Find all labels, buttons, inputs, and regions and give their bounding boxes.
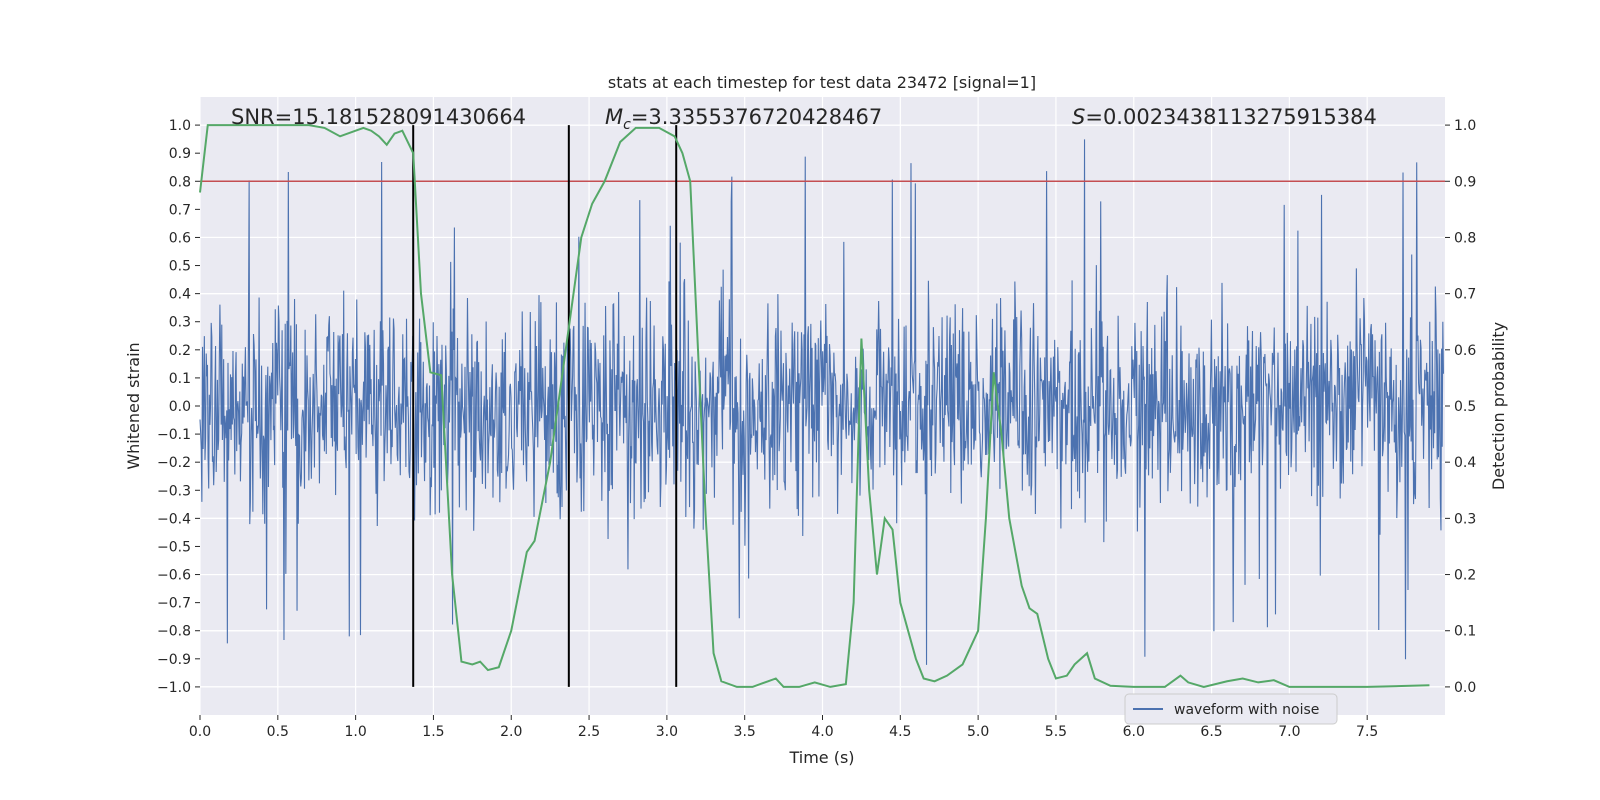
chirp-mass-subscript: c — [623, 117, 631, 133]
y-tick-label: 0.7 — [169, 202, 191, 218]
y2-tick-label: 0.8 — [1454, 230, 1476, 246]
x-tick-label: 3.5 — [734, 724, 756, 740]
x-tick-label: 1.0 — [344, 724, 366, 740]
x-tick-label: 0.0 — [189, 724, 211, 740]
x-tick-label: 5.5 — [1045, 724, 1067, 740]
y-axis-left: −1.0 −0.9 −0.8 −0.7 −0.6 −0.5 −0.4 −0.3 −0.2 −0.1… — [157, 118, 200, 696]
y-tick-label: −0.7 — [157, 596, 191, 612]
legend-box — [1124, 693, 1338, 725]
y-tick-label: 0.2 — [169, 343, 191, 359]
y-tick-label: −0.6 — [157, 568, 191, 584]
x-axis: 0.0 0.5 1.0 1.5 2.0 2.5 3.0 3.5 4.0 4.5 5.0 5.5 6.0 6… — [189, 715, 1378, 740]
x-tick-label: 1.5 — [422, 724, 444, 740]
y2-tick-label: 0.5 — [1454, 399, 1476, 415]
y2-tick-label: 0.9 — [1454, 174, 1476, 190]
y2-tick-label: 0.2 — [1454, 568, 1476, 584]
x-tick-label: 7.0 — [1278, 724, 1300, 740]
s-annotation: S=0.0023438113275915384 — [1072, 105, 1377, 129]
y-tick-label: −0.9 — [157, 652, 191, 668]
snr-annotation: SNR=15.181528091430664 — [231, 105, 526, 129]
y-tick-label: −0.2 — [157, 455, 191, 471]
s-symbol: S — [1072, 105, 1085, 129]
x-tick-label: 5.0 — [967, 724, 989, 740]
x-tick-label: 4.0 — [811, 724, 833, 740]
x-tick-label: 4.5 — [889, 724, 911, 740]
legend: waveform with noise — [1124, 693, 1338, 725]
legend-label: waveform with noise — [1174, 702, 1319, 718]
y-tick-label: 0.3 — [169, 315, 191, 331]
y2-tick-label: 1.0 — [1454, 118, 1476, 134]
y-tick-label: −0.3 — [157, 483, 191, 499]
s-value: =0.0023438113275915384 — [1085, 105, 1377, 129]
y-tick-label: 0.8 — [169, 174, 191, 190]
chart-title: stats at each timestep for test data 234… — [608, 73, 1036, 92]
x-tick-label: 6.5 — [1200, 724, 1222, 740]
y-tick-label: −0.4 — [157, 511, 191, 527]
vertical-markers — [412, 125, 678, 687]
x-tick-label: 2.5 — [578, 724, 600, 740]
y-axis-right: 0.0 0.1 0.2 0.3 0.4 0.5 0.6 0.7 0.8 0.9 1.0 — [1445, 118, 1476, 696]
y-tick-label: −1.0 — [157, 680, 191, 696]
y2-tick-label: 0.0 — [1454, 680, 1476, 696]
detection-probability-line — [199, 124, 1430, 688]
y-axis-label: Whitened strain — [124, 342, 143, 469]
y-tick-label: 0.6 — [169, 230, 191, 246]
x-tick-label: 7.5 — [1356, 724, 1378, 740]
y2-tick-label: 0.6 — [1454, 343, 1476, 359]
y2-axis-label: Detection probability — [1489, 322, 1508, 490]
y-tick-label: 0.4 — [169, 287, 191, 303]
chirp-mass-annotation: Mc=3.3355376720428467 — [605, 105, 882, 133]
y2-tick-label: 0.4 — [1454, 455, 1476, 471]
x-axis-label: Time (s) — [788, 748, 854, 767]
y-tick-label: −0.1 — [157, 427, 191, 443]
y-tick-label: 0.9 — [169, 146, 191, 162]
y-tick-label: 1.0 — [169, 118, 191, 134]
y-tick-label: −0.5 — [157, 539, 191, 555]
chirp-mass-value: =3.3355376720428467 — [631, 105, 882, 129]
y-tick-label: 0.1 — [169, 371, 191, 387]
x-tick-label: 2.0 — [500, 724, 522, 740]
x-tick-label: 6.0 — [1123, 724, 1145, 740]
y-tick-label: 0.0 — [169, 399, 191, 415]
waveform-line — [199, 139, 1444, 665]
y2-tick-label: 0.1 — [1454, 624, 1476, 640]
x-tick-label: 3.0 — [656, 724, 678, 740]
y2-tick-label: 0.3 — [1454, 511, 1476, 527]
y-tick-label: 0.5 — [169, 259, 191, 275]
x-tick-label: 0.5 — [267, 724, 289, 740]
y2-tick-label: 0.7 — [1454, 287, 1476, 303]
waveform-series — [199, 139, 1444, 665]
y-tick-label: −0.8 — [157, 624, 191, 640]
chirp-mass-symbol: M — [605, 105, 623, 129]
